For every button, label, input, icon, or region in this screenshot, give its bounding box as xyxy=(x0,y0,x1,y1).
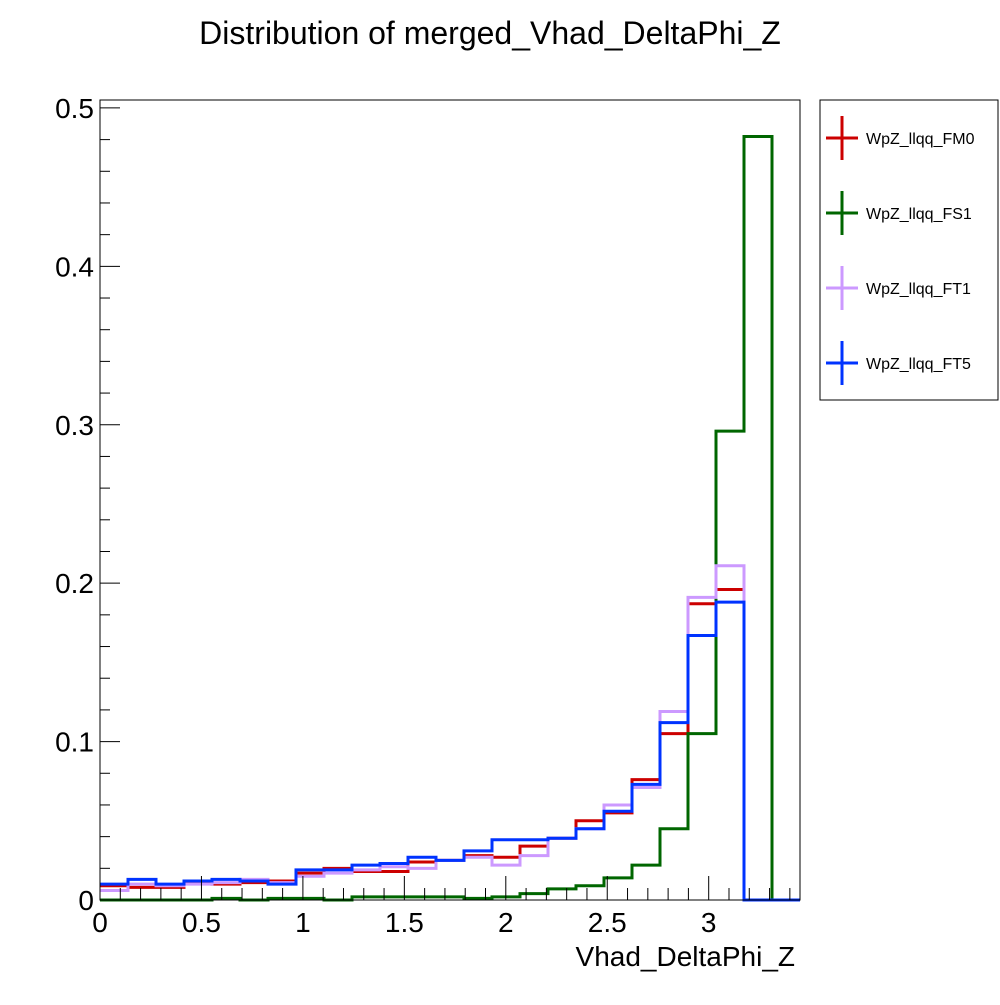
x-tick-label: 0.5 xyxy=(182,907,221,938)
legend-box xyxy=(819,99,999,401)
legend-entry: WpZ_llqq_FM0 xyxy=(826,116,975,160)
x-tick-label: 0 xyxy=(92,907,108,938)
y-tick-label: 0.1 xyxy=(55,727,94,758)
x-tick-label: 1 xyxy=(295,907,311,938)
y-tick-label: 0 xyxy=(78,885,94,916)
legend-label: WpZ_llqq_FT1 xyxy=(866,281,971,298)
x-axis-label: Vhad_DeltaPhi_Z xyxy=(576,941,795,972)
legend-entry: WpZ_llqq_FT1 xyxy=(826,266,971,310)
x-tick-label: 2 xyxy=(498,907,514,938)
legend-entry: WpZ_llqq_FT5 xyxy=(826,341,971,385)
y-tick-label: 0.5 xyxy=(55,93,94,124)
y-tick-label: 0.3 xyxy=(55,410,94,441)
legend-label: WpZ_llqq_FM0 xyxy=(866,131,975,148)
legend-entries: WpZ_llqq_FM0 WpZ_llqq_FS1 WpZ_llqq_FT1 WpZ_… xyxy=(826,116,975,385)
plot-frame xyxy=(99,99,801,901)
legend-entry: WpZ_llqq_FS1 xyxy=(826,191,972,235)
legend-label: WpZ_llqq_FS1 xyxy=(866,206,972,223)
legend: WpZ_llqq_FM0 WpZ_llqq_FS1 WpZ_llqq_FT1 WpZ_… xyxy=(819,99,999,401)
x-tick-label: 3 xyxy=(701,907,717,938)
legend-label: WpZ_llqq_FT5 xyxy=(866,356,971,373)
chart-title: Distribution of merged_Vhad_DeltaPhi_Z xyxy=(199,15,781,51)
x-tick-label: 2.5 xyxy=(588,907,627,938)
axes-layer: 0 0.1 0.2 0.3 0.4 0.5 0 0.5 1 1.5 2 2.5 3 xyxy=(55,93,791,938)
y-tick-label: 0.4 xyxy=(55,251,94,282)
x-tick-label: 1.5 xyxy=(385,907,424,938)
series-line-3 xyxy=(100,600,800,902)
y-tick-label: 0.2 xyxy=(55,568,94,599)
